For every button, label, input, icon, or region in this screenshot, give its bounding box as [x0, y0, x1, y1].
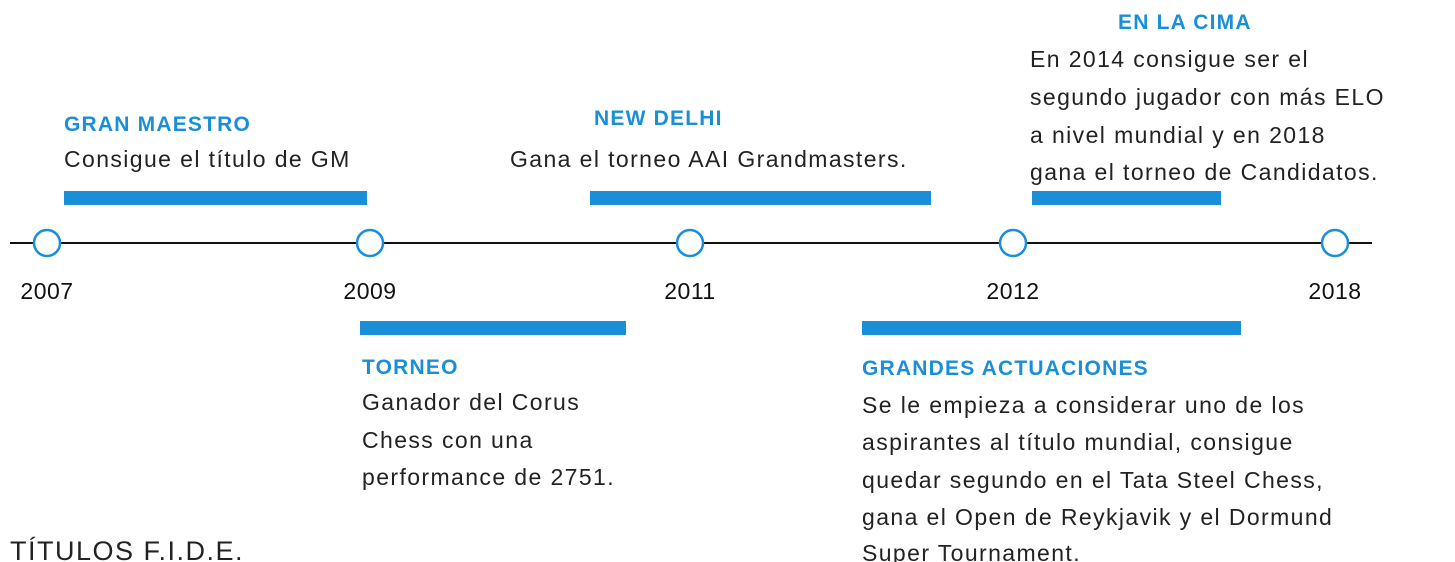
event-bar	[360, 321, 626, 335]
event-bar	[64, 191, 367, 205]
event-title: NEW DELHI	[594, 107, 723, 130]
event-text: gana el Open de Reykjavik y el Dormund	[862, 504, 1334, 530]
milestone-node	[355, 228, 385, 258]
milestone-node	[1320, 228, 1350, 258]
event-bar	[590, 191, 931, 205]
year-label: 2012	[986, 278, 1040, 304]
event-text: a nivel mundial y en 2018	[1030, 122, 1326, 148]
event-text: performance de 2751.	[362, 464, 616, 490]
event-text: Se le empieza a considerar uno de los	[862, 392, 1306, 418]
event-bar	[1032, 191, 1221, 205]
event-text: segundo jugador con más ELO	[1030, 84, 1385, 110]
event-text: Gana el torneo AAI Grandmasters.	[510, 146, 908, 172]
event-text: En 2014 consigue ser el	[1030, 46, 1309, 72]
event-text: Chess con una	[362, 427, 534, 453]
event-text: aspirantes al título mundial, consigue	[862, 429, 1294, 455]
event-bar	[862, 321, 1241, 335]
event-text: quedar segundo en el Tata Steel Chess,	[862, 467, 1324, 493]
section-heading: TÍTULOS F.I.D.E.	[10, 536, 245, 562]
event-title: GRANDES ACTUACIONES	[862, 357, 1149, 380]
year-label: 2009	[343, 278, 397, 304]
event-text: Super Tournament.	[862, 540, 1081, 562]
year-label: 2007	[20, 278, 74, 304]
event-text: Consigue el título de GM	[64, 146, 351, 172]
event-text: gana el torneo de Candidatos.	[1030, 159, 1379, 185]
milestone-node	[32, 228, 62, 258]
event-title: TORNEO	[362, 356, 459, 379]
milestone-node	[998, 228, 1028, 258]
event-text: Ganador del Corus	[362, 389, 581, 415]
event-title: EN LA CIMA	[1118, 11, 1252, 34]
event-title: GRAN MAESTRO	[64, 113, 252, 136]
milestone-node	[675, 228, 705, 258]
year-label: 2018	[1308, 278, 1362, 304]
year-label: 2011	[664, 278, 716, 304]
